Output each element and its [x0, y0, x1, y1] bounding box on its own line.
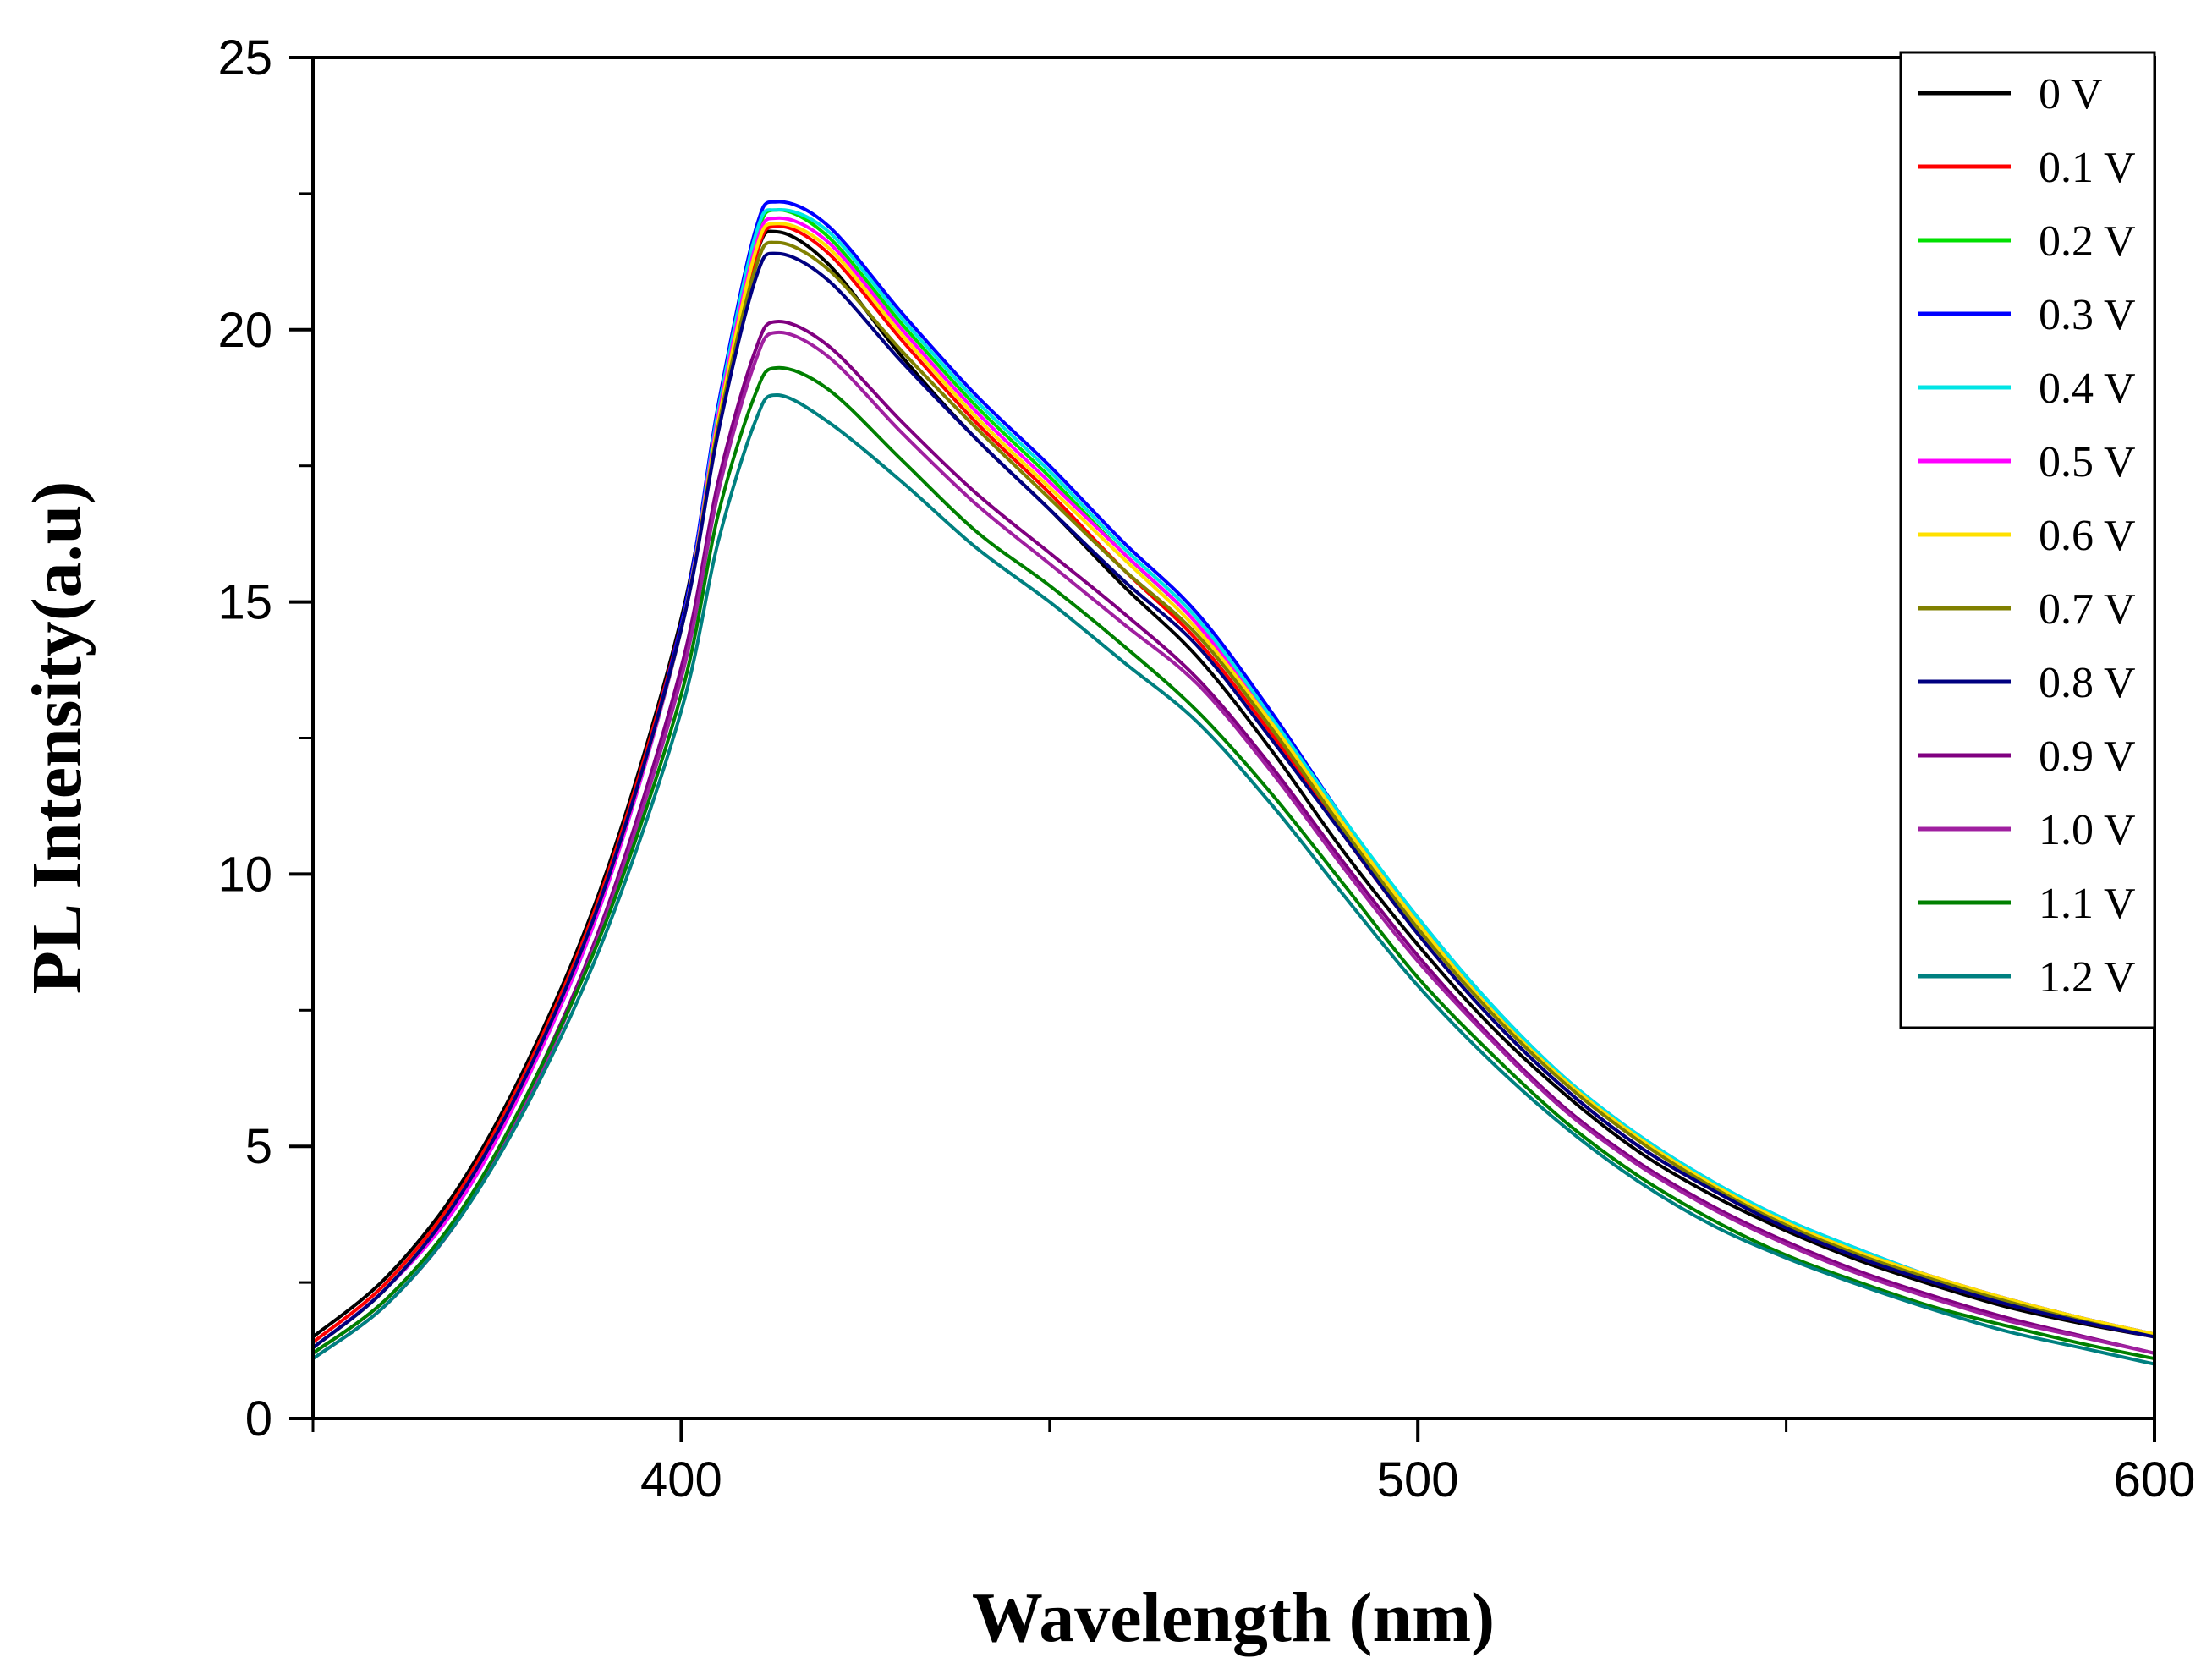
legend-label: 0.8 V	[2039, 659, 2136, 707]
legend-label: 0.1 V	[2039, 144, 2136, 192]
legend-label: 0.7 V	[2039, 585, 2136, 634]
y-tick-label: 25	[217, 30, 272, 85]
series-line-12	[311, 393, 2155, 1366]
legend: 0 V 0.1 V 0.2 V 0.3 V 0.4 V 0.5 V 0.6 V 0.7 V 0.…	[1899, 51, 2156, 1029]
series-line-3	[311, 200, 2155, 1349]
x-tick-label: 500	[1377, 1452, 1459, 1507]
legend-label: 1.0 V	[2039, 806, 2136, 854]
x-tick-label: 400	[640, 1452, 722, 1507]
legend-label: 0.3 V	[2039, 291, 2136, 339]
x-axis: 400 500 600	[311, 1419, 2196, 1507]
series-line-11	[311, 365, 2155, 1361]
series-line-8	[311, 251, 2155, 1349]
series-line-7	[311, 240, 2155, 1349]
x-axis-title: Wavelength (nm)	[972, 1578, 1495, 1657]
y-tick-label: 20	[217, 303, 272, 358]
y-tick-label: 5	[245, 1119, 272, 1174]
series-line-10	[311, 330, 2155, 1360]
series-line-2	[311, 208, 2155, 1349]
legend-label: 1.1 V	[2039, 880, 2136, 928]
legend-label: 0.5 V	[2039, 438, 2136, 486]
series-line-5	[311, 216, 2155, 1349]
legend-box	[1899, 51, 2156, 1029]
legend-label: 1.2 V	[2039, 953, 2136, 1002]
x-tick-label: 600	[2114, 1452, 2196, 1507]
y-axis-title: PL Intensity(a.u)	[18, 481, 96, 995]
series-line-0	[311, 229, 2155, 1339]
series-line-1	[311, 224, 2155, 1344]
y-tick-label: 0	[245, 1391, 272, 1446]
legend-label: 0.2 V	[2039, 217, 2136, 266]
legend-label: 0.6 V	[2039, 512, 2136, 560]
series-line-6	[311, 222, 2155, 1349]
legend-label: 0.4 V	[2039, 365, 2136, 413]
y-tick-label: 10	[217, 847, 272, 902]
series-line-4	[311, 208, 2155, 1349]
plot-frame	[311, 56, 2156, 1420]
y-tick-label: 15	[217, 575, 272, 630]
plot-lines	[311, 200, 2155, 1366]
legend-label: 0 V	[2039, 70, 2103, 118]
legend-label: 0.9 V	[2039, 733, 2136, 781]
y-axis: 0 5 10 15 20 25	[217, 30, 313, 1446]
series-line-9	[311, 320, 2155, 1355]
